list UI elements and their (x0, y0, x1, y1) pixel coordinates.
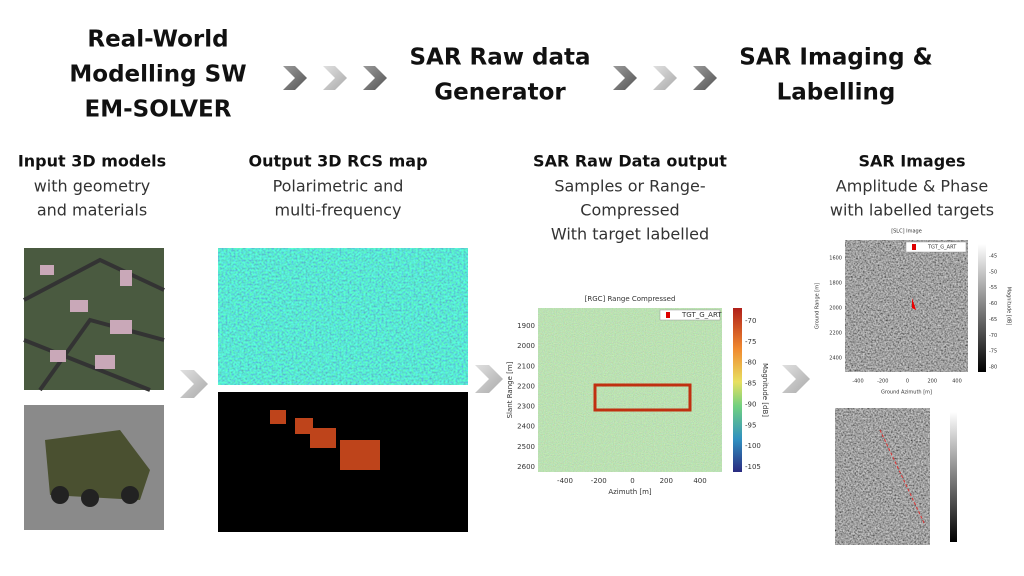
step-title: SAR Imaging & (739, 45, 932, 71)
y-tick-label: 2000 (517, 342, 535, 350)
colorbar-tick-label: -55 (989, 285, 997, 291)
x-label: Ground Azimuth [m] (881, 390, 932, 396)
step-title: Labelling (777, 80, 896, 106)
column-text: Polarimetric and (273, 177, 404, 196)
y-tick-label: 2300 (517, 403, 535, 411)
y-label: Slant Range [m] (506, 361, 514, 418)
colorbar-tick-label: -80 (989, 365, 997, 371)
y-label: Ground Range [m] (815, 283, 821, 329)
colorbar-tick-label: -100 (745, 442, 761, 450)
x-tick-label: 200 (660, 477, 673, 485)
column-text: Amplitude & Phase (836, 177, 988, 196)
colorbar-tick-label: -75 (745, 338, 756, 346)
y-tick-label: 2400 (829, 356, 842, 362)
y-tick-label: 2400 (517, 423, 535, 431)
y-tick-label: 2600 (517, 463, 535, 471)
y-tick-label: 1900 (517, 322, 535, 330)
legend-box (905, 241, 967, 253)
column-text: with geometry (34, 177, 151, 196)
colorbar-tick-label: -45 (989, 254, 997, 260)
x-tick-label: -400 (852, 379, 863, 385)
colorbar-tick-label: -95 (745, 421, 756, 429)
plot-title: [RGC] Range Compressed (585, 295, 676, 303)
legend: TGT_G_ART (927, 245, 957, 251)
column-title: Input 3D models (18, 152, 166, 171)
y-tick-label: 2500 (517, 443, 535, 451)
x-tick-label: -400 (557, 477, 573, 485)
column-text: multi-frequency (275, 201, 402, 220)
step-title: Generator (434, 80, 566, 106)
x-tick-label: -200 (591, 477, 607, 485)
arrows (180, 66, 810, 398)
legend: TGT_G_ART (681, 311, 722, 319)
colorbar-label: Magnitude [dB] (1006, 287, 1012, 326)
step-title: EM-SOLVER (85, 97, 232, 123)
step-title: Real-World (87, 27, 228, 53)
colorbar-tick-label: -90 (745, 400, 756, 408)
images (23, 240, 986, 545)
column-text: with labelled targets (830, 201, 994, 220)
column-text: With target labelled (551, 225, 709, 244)
colorbar-label: Magnitude [dB] (761, 363, 769, 417)
column-text: and materials (37, 201, 147, 220)
x-tick-label: 400 (952, 379, 962, 385)
x-label: Azimuth [m] (608, 488, 652, 496)
colorbar-tick-label: -70 (745, 317, 756, 325)
x-tick-label: 0 (630, 477, 634, 485)
column-text: Samples or Range- (554, 177, 705, 196)
colorbar-tick-label: -80 (745, 359, 756, 367)
colorbar-tick-label: -50 (989, 269, 997, 275)
step-title: SAR Raw data (409, 45, 590, 71)
colorbar-tick-label: -60 (989, 301, 997, 307)
y-tick-label: 1600 (829, 256, 842, 262)
x-tick-label: 400 (693, 477, 706, 485)
column-title: Output 3D RCS map (248, 152, 427, 171)
step-title: Modelling SW (69, 62, 246, 88)
colorbar-tick-label: -105 (745, 463, 761, 471)
x-tick-label: 200 (927, 379, 937, 385)
legend-box (659, 309, 721, 321)
legend-swatch (912, 244, 916, 250)
column-text: Compressed (580, 201, 679, 220)
colorbar-tick-label: -75 (989, 349, 997, 355)
legend-swatch (666, 312, 670, 318)
x-tick-label: 0 (906, 379, 909, 385)
y-tick-label: 2100 (517, 362, 535, 370)
colorbar-tick-label: -85 (745, 380, 756, 388)
colorbar-tick-label: -70 (989, 333, 997, 339)
colorbar-tick-label: -65 (989, 317, 997, 323)
y-tick-label: 2200 (517, 382, 535, 390)
y-tick-label: 1800 (829, 281, 842, 287)
x-tick-label: -200 (877, 379, 888, 385)
plot-title: [SLC] Image (891, 229, 922, 235)
column-title: SAR Raw Data output (533, 152, 727, 171)
column-title: SAR Images (858, 152, 965, 171)
y-tick-label: 2000 (829, 306, 842, 312)
y-tick-label: 2200 (829, 331, 842, 337)
